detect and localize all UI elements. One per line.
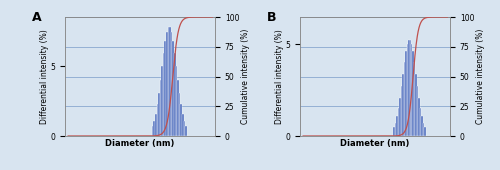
Bar xyxy=(416,74,417,136)
Bar xyxy=(424,127,426,136)
Bar xyxy=(405,51,406,136)
Bar xyxy=(398,108,400,136)
Bar xyxy=(411,44,412,136)
Bar xyxy=(171,32,172,136)
Bar xyxy=(176,66,177,136)
Bar xyxy=(168,27,170,136)
Bar xyxy=(158,93,160,136)
Bar xyxy=(177,80,179,136)
Bar xyxy=(417,86,418,136)
Y-axis label: Differential intensity (%): Differential intensity (%) xyxy=(275,29,284,124)
Bar xyxy=(185,126,187,136)
Bar xyxy=(180,104,182,136)
Bar xyxy=(410,39,411,136)
Bar xyxy=(182,114,184,136)
Bar xyxy=(406,44,408,136)
Bar xyxy=(162,66,163,136)
Bar xyxy=(164,41,166,136)
X-axis label: Diameter (nm): Diameter (nm) xyxy=(340,139,409,148)
Bar xyxy=(174,53,176,136)
Bar xyxy=(152,126,154,136)
Bar xyxy=(402,74,404,136)
Bar xyxy=(396,116,398,136)
Bar xyxy=(422,123,424,136)
Y-axis label: Differential intensity (%): Differential intensity (%) xyxy=(40,29,49,124)
Y-axis label: Cumulative intensity (%): Cumulative intensity (%) xyxy=(476,29,484,124)
Bar xyxy=(163,53,164,136)
Bar xyxy=(404,62,405,136)
Bar xyxy=(155,114,156,136)
Bar xyxy=(160,80,162,136)
Bar xyxy=(412,51,414,136)
Bar xyxy=(420,108,422,136)
Bar xyxy=(400,86,402,136)
Bar xyxy=(184,121,185,136)
Bar xyxy=(395,123,396,136)
Bar xyxy=(418,98,420,136)
Bar xyxy=(172,41,174,136)
X-axis label: Diameter (nm): Diameter (nm) xyxy=(106,139,174,148)
Text: B: B xyxy=(267,11,276,24)
Bar xyxy=(414,62,416,136)
Bar xyxy=(394,127,395,136)
Bar xyxy=(154,121,155,136)
Bar xyxy=(179,93,180,136)
Text: A: A xyxy=(32,11,42,24)
Bar xyxy=(166,32,168,136)
Bar xyxy=(170,27,171,136)
Y-axis label: Cumulative intensity (%): Cumulative intensity (%) xyxy=(240,29,250,124)
Bar xyxy=(408,39,410,136)
Bar xyxy=(156,104,158,136)
